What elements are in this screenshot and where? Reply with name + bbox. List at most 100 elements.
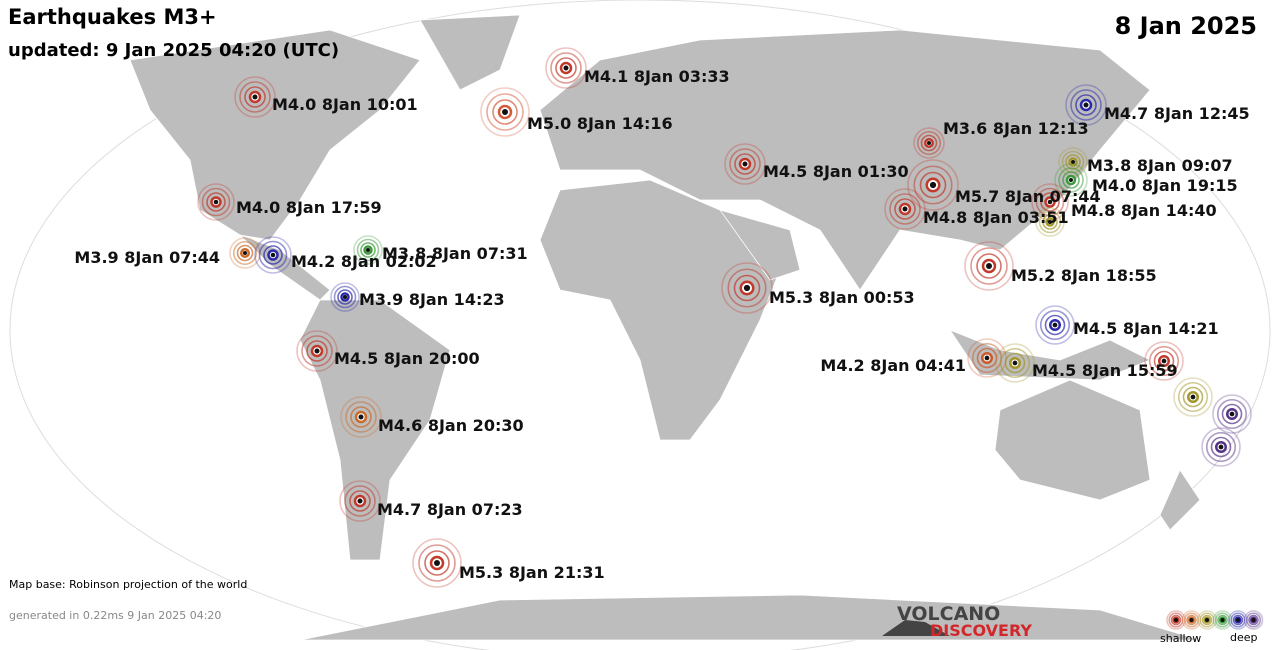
quake-marker — [545, 47, 587, 89]
marker-center — [1012, 360, 1018, 366]
marker-ring — [964, 241, 1014, 291]
marker-ring — [424, 550, 450, 576]
marker-ring — [244, 86, 266, 108]
marker-ring — [330, 282, 360, 312]
marker-center — [270, 252, 276, 258]
marker-ring — [1062, 171, 1080, 189]
quake-label: M4.5 8Jan 14:21 — [1073, 319, 1219, 338]
marker-ring — [1065, 84, 1107, 126]
marker-ring — [1214, 612, 1231, 628]
marker-ring — [1035, 207, 1065, 237]
quake-label: M4.5 8Jan 20:00 — [334, 349, 480, 368]
logo-line1: VOLCANO — [897, 603, 1000, 625]
marker-ring — [1230, 612, 1246, 628]
marker-ring — [197, 183, 235, 221]
marker-ring — [1038, 210, 1062, 234]
quake-label: M4.8 8Jan 03:51 — [923, 208, 1069, 227]
marker-ring — [733, 274, 761, 302]
legend-shallow: shallow — [1160, 632, 1201, 645]
quake-label: M4.0 8Jan 19:15 — [1092, 176, 1238, 195]
logo-line2: DISCOVERY — [930, 621, 1032, 640]
legend-deep: deep — [1230, 631, 1258, 644]
marker-center — [986, 263, 992, 269]
marker-ring — [1058, 167, 1084, 193]
marker-ring — [907, 159, 959, 211]
marker-ring — [1170, 614, 1182, 626]
marker-center — [1069, 178, 1073, 182]
marker-center — [434, 560, 440, 566]
marker-ring — [916, 130, 942, 156]
marker-ring — [1065, 154, 1081, 170]
marker-ring — [724, 143, 766, 185]
quake-label: M4.2 8Jan 02:02 — [291, 252, 437, 271]
marker-ring — [296, 330, 338, 372]
marker-ring — [913, 127, 945, 159]
marker-ring — [1186, 614, 1197, 626]
quake-marker — [884, 188, 926, 230]
quake-marker — [1144, 341, 1184, 381]
quake-label: M4.0 8Jan 17:59 — [236, 198, 382, 217]
marker-ring — [263, 245, 283, 265]
marker-ring — [239, 81, 271, 113]
marker-center — [358, 414, 364, 420]
quake-marker — [1065, 84, 1107, 126]
marker-ring — [1070, 89, 1102, 121]
marker-center — [1218, 444, 1224, 450]
quake-marker — [254, 236, 292, 274]
marker-center — [1220, 618, 1225, 622]
marker-center — [343, 295, 347, 299]
marker-ring — [412, 538, 462, 588]
marker-ring — [1201, 614, 1213, 626]
quake-marker — [340, 396, 382, 438]
quake-label: M5.7 8Jan 07:44 — [955, 187, 1101, 206]
marker-ring — [254, 236, 292, 274]
marker-ring — [1054, 163, 1088, 197]
marker-center — [1047, 199, 1053, 205]
marker-ring — [555, 57, 577, 79]
marker-center — [1052, 322, 1058, 328]
quake-label: M4.7 8Jan 07:23 — [377, 500, 523, 519]
marker-ring — [884, 188, 926, 230]
marker-ring — [1199, 612, 1215, 628]
marker-center — [213, 199, 219, 205]
marker-center — [366, 248, 370, 252]
marker-ring — [1004, 352, 1026, 374]
marker-ring — [480, 87, 530, 137]
quake-marker — [353, 235, 383, 265]
quake-marker — [330, 282, 360, 312]
marker-ring — [234, 76, 276, 118]
marker-center — [1161, 358, 1167, 364]
marker-ring — [1217, 614, 1228, 626]
marker-center — [1174, 618, 1178, 622]
marker-center — [742, 161, 748, 167]
marker-ring — [345, 401, 377, 433]
quake-label: M3.6 8Jan 12:13 — [943, 119, 1089, 138]
marker-center — [902, 206, 908, 212]
marker-ring — [301, 335, 333, 367]
marker-ring — [727, 268, 767, 308]
marker-ring — [545, 47, 587, 89]
quake-label: M4.6 8Jan 20:30 — [378, 416, 524, 435]
marker-ring — [1232, 614, 1244, 626]
quake-label: M5.2 8Jan 18:55 — [1011, 266, 1157, 285]
quakes: M4.0 8Jan 10:01 M5.0 8Jan 14:16 M4.1 8Jan … — [74, 47, 1252, 588]
marker-ring — [1039, 309, 1071, 341]
marker-ring — [339, 480, 381, 522]
marker-ring — [1183, 612, 1200, 628]
marker-ring — [418, 544, 456, 582]
marker-center — [1229, 411, 1235, 417]
quake-marker — [1054, 163, 1088, 197]
quake-label: M4.2 8Jan 04:41 — [820, 356, 966, 375]
marker-ring — [1210, 436, 1232, 458]
marker-ring — [1044, 314, 1066, 336]
marker-ring — [344, 485, 376, 517]
quake-marker — [724, 143, 766, 185]
marker-ring — [999, 347, 1031, 379]
marker-center — [929, 181, 937, 189]
marker-center — [1071, 160, 1075, 164]
marker-ring — [232, 240, 258, 266]
quake-marker — [412, 538, 462, 588]
quake-marker — [1243, 610, 1264, 630]
marker-ring — [729, 148, 761, 180]
quake-label: M3.8 8Jan 09:07 — [1087, 156, 1233, 175]
